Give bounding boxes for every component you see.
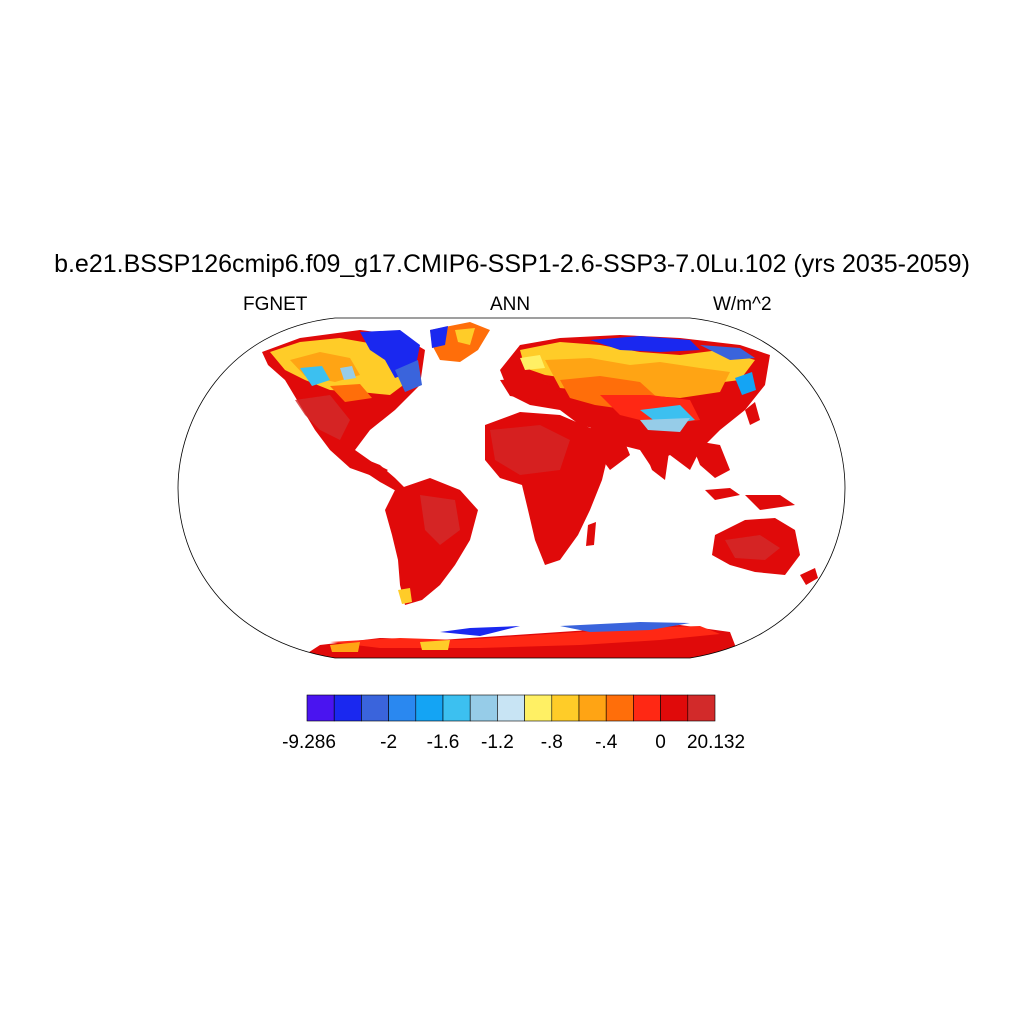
colorbar-swatch <box>551 694 580 722</box>
colorbar-swatch <box>578 694 607 722</box>
colorbar-label: -2 <box>380 732 398 753</box>
units-label: W/m^2 <box>713 294 772 315</box>
colorbar-swatch <box>660 694 689 722</box>
colorbar-swatch <box>469 694 498 722</box>
colorbar-label: -.8 <box>540 732 563 753</box>
colorbar-swatch <box>361 694 389 722</box>
map-title: b.e21.BSSP126cmip6.f09_g17.CMIP6-SSP1-2.… <box>54 250 970 278</box>
colorbar-label: 20.132 <box>686 732 746 753</box>
colorbar <box>306 694 716 722</box>
colorbar-swatch <box>687 694 716 722</box>
map-border <box>177 317 846 659</box>
variable-label: FGNET <box>243 294 308 315</box>
colorbar-swatch <box>415 694 444 722</box>
map-field <box>262 322 818 658</box>
colorbar-swatch <box>605 694 634 722</box>
colorbar-label: 0 <box>655 732 666 753</box>
colorbar-label: -1.6 <box>426 732 460 753</box>
colorbar-label: -9.286 <box>282 732 336 753</box>
colorbar-swatch <box>333 694 362 722</box>
colorbar-swatch <box>306 694 335 722</box>
colorbar-label: -1.2 <box>481 732 514 753</box>
season-label: ANN <box>490 294 531 315</box>
colorbar-swatch <box>633 694 661 722</box>
colorbar-swatch <box>442 694 471 722</box>
colorbar-swatch <box>524 694 553 722</box>
colorbar-swatch <box>388 694 417 722</box>
colorbar-label: -.4 <box>595 732 618 753</box>
colorbar-swatch <box>497 694 525 722</box>
